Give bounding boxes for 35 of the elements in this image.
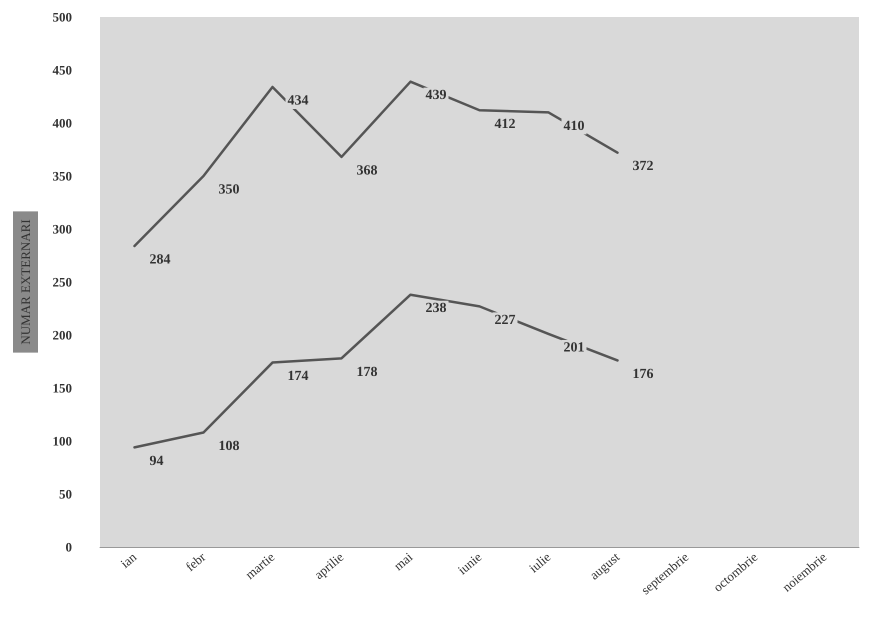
y-tick-label: 350 — [52, 168, 72, 184]
y-tick-label: 450 — [52, 62, 72, 78]
x-tick-label: iulie — [526, 549, 554, 576]
y-tick-label: 300 — [52, 222, 72, 236]
data-label: 439 — [426, 88, 446, 104]
x-tick-label: ian — [118, 548, 140, 571]
y-tick-label: 250 — [52, 274, 72, 290]
y-tick-label: 50 — [59, 486, 72, 502]
x-tick-label: mai — [390, 549, 416, 574]
x-tick-label: febr — [182, 548, 209, 574]
data-label: 412 — [494, 116, 516, 132]
y-tick-label: 200 — [52, 328, 72, 342]
data-label: 108 — [218, 439, 240, 454]
y-tick-label: 400 — [52, 116, 72, 130]
data-label: 227 — [494, 312, 516, 328]
y-tick-label: 100 — [52, 434, 72, 448]
data-label: 176 — [632, 366, 654, 382]
data-label: 368 — [356, 163, 378, 178]
y-tick-label: 500 — [52, 10, 72, 24]
data-label: 434 — [288, 93, 308, 108]
y-tick-label: 0 — [66, 540, 72, 554]
x-tick-label: iunie — [454, 549, 484, 578]
data-label: 284 — [150, 252, 170, 268]
line-series — [133, 80, 619, 248]
data-label: 201 — [564, 340, 584, 356]
line-series — [133, 293, 619, 449]
data-label: 238 — [426, 301, 446, 316]
data-label: 174 — [288, 369, 308, 384]
y-tick-label: 150 — [52, 380, 72, 396]
data-label: 410 — [564, 118, 584, 134]
y-axis-title: NUMAR EXTERNARI — [18, 219, 33, 345]
data-label: 178 — [356, 364, 378, 380]
data-label: 94 — [150, 454, 164, 469]
data-label: 372 — [632, 159, 654, 174]
data-label: 350 — [218, 182, 240, 198]
